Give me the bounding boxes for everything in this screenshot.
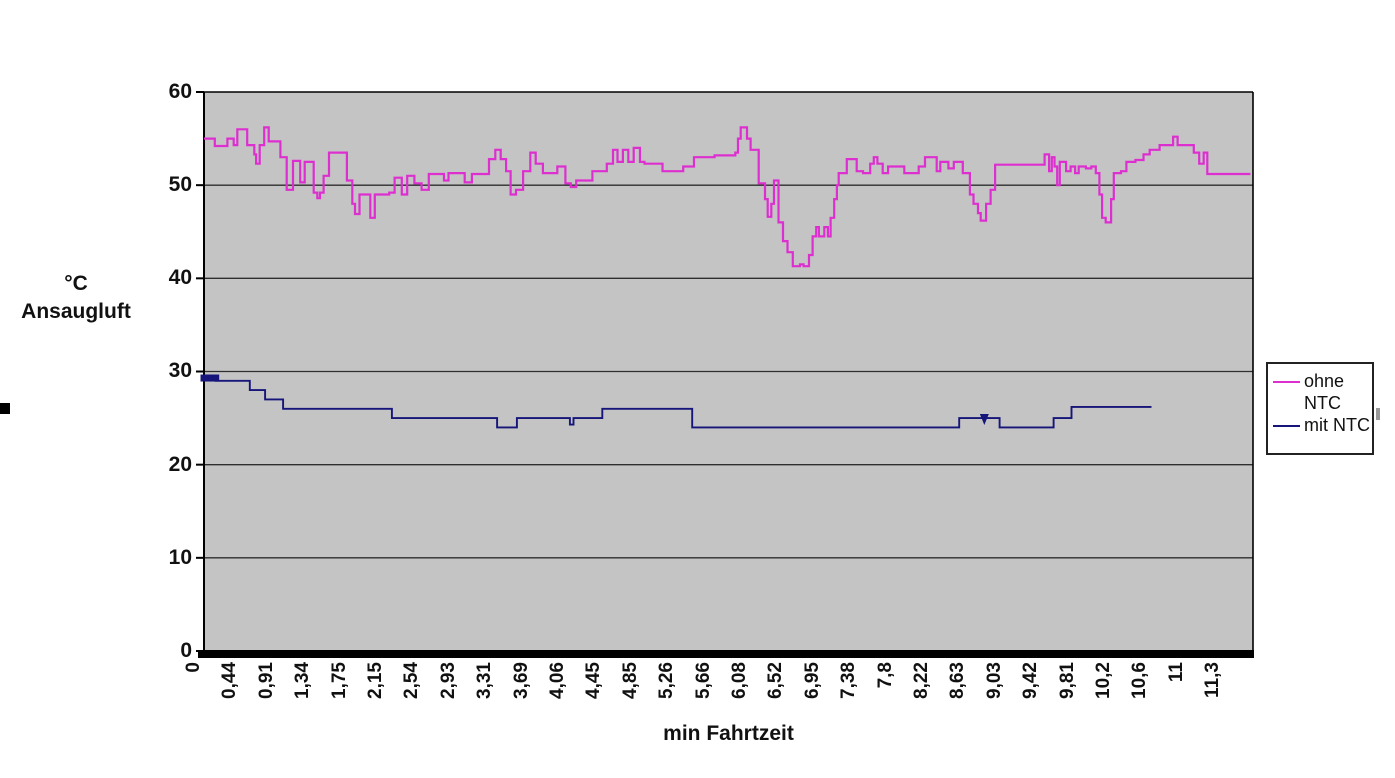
x-tick-label-1,75: 1,75 [328,662,350,699]
legend-label: ohne NTC [1304,371,1345,413]
x-tick-label-7,38: 7,38 [838,662,860,699]
x-tick-label-0,91: 0,91 [255,662,277,699]
x-tick-label-8,22: 8,22 [911,662,932,699]
x-tick-label-10,6: 10,6 [1129,662,1151,699]
data-marker-triangle [979,414,989,426]
x-tick-label-0,44: 0,44 [219,662,241,699]
legend: ohne NTC mit NTC [1266,362,1374,455]
x-tick-label-11: 11 [1165,662,1187,683]
scan-artifact-mark [1376,408,1380,420]
data-marker-square [212,374,220,382]
x-axis-line [198,650,1254,658]
y-axis-title-line2: Ansaugluft [21,300,131,323]
legend-item-mit-ntc: mit NTC [1273,414,1372,436]
x-tick-label-2,15: 2,15 [365,662,386,699]
x-tick-label-4,45: 4,45 [583,662,605,699]
x-tick-label-6,52: 6,52 [765,662,787,699]
x-tick-label-5,66: 5,66 [692,662,714,699]
y-tick-label-40: 40 [168,266,192,290]
scan-artifact-mark [0,403,10,414]
series-line-ohne-ntc [204,126,1251,268]
y-tick-label-10: 10 [168,545,192,569]
x-tick-label-4,85: 4,85 [619,662,641,699]
legend-item-ohne-ntc: ohne NTC [1273,370,1372,414]
x-tick-label-9,81: 9,81 [1056,662,1078,699]
y-tick-label-50: 50 [168,173,192,197]
x-tick-label-9,42: 9,42 [1020,662,1042,699]
x-tick-label-3,69: 3,69 [510,662,532,699]
y-tick-label-0: 0 [180,639,192,662]
x-tick-label-2,54: 2,54 [401,662,423,699]
data-marker-square [200,374,208,382]
x-tick-label-7,8: 7,8 [874,662,896,689]
legend-line-swatch-magenta [1273,381,1300,383]
x-axis-title: min Fahrtzeit [663,722,794,745]
data-marker-square [208,374,216,382]
x-tick-label-11,3: 11,3 [1202,662,1224,698]
legend-line-swatch-navy [1273,425,1300,427]
x-tick-label-6,08: 6,08 [729,662,750,699]
x-tick-label-4,06: 4,06 [547,662,568,699]
x-tick-label-5,26: 5,26 [656,662,678,699]
legend-label: mit NTC [1304,415,1370,435]
x-tick-label-2,93: 2,93 [437,662,459,699]
x-tick-label-1,34: 1,34 [292,662,314,699]
x-tick-label-8,63: 8,63 [947,662,969,699]
y-tick-label-30: 30 [168,359,192,383]
x-tick-label-9,03: 9,03 [983,662,1005,699]
x-tick-label-0: 0 [183,662,204,673]
x-tick-label-10,2: 10,2 [1093,662,1114,699]
y-axis-title: °C Ansaugluft [0,270,152,326]
y-tick-label-60: 60 [168,79,192,103]
series-line-mit-ntc [204,377,1152,429]
y-axis-title-line1: °C [64,272,88,295]
y-tick-label-20: 20 [168,452,192,476]
data-marker-square [204,374,212,382]
x-tick-label-6,95: 6,95 [801,662,823,699]
x-tick-label-3,31: 3,31 [474,662,496,699]
